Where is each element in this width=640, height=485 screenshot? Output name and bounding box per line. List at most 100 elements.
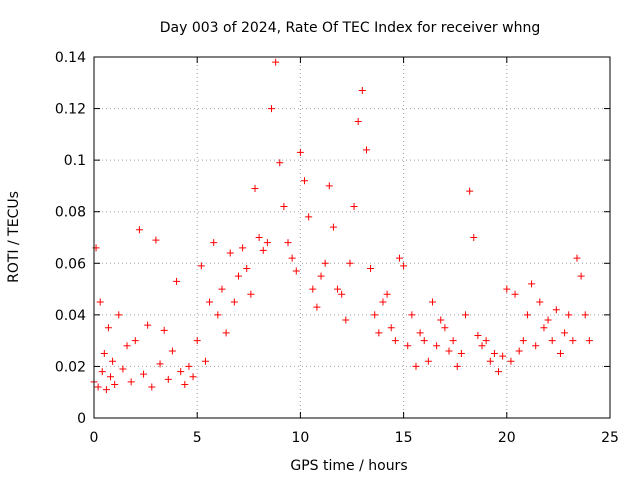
data-point [387,324,395,332]
data-point [104,324,112,332]
data-point [379,298,387,306]
data-point [424,357,432,365]
data-point [230,298,238,306]
data-point [532,342,540,350]
data-point [416,329,424,337]
data-point [528,280,536,288]
data-point [395,254,403,262]
data-point [585,337,593,345]
data-point [152,236,160,244]
x-axis-label: GPS time / hours [290,458,407,474]
data-point [445,347,453,355]
data-point [515,347,523,355]
data-point [135,226,143,234]
data-point [164,375,172,383]
grid-lines [94,57,610,418]
data-point [495,368,503,376]
data-point [317,272,325,280]
data-point [482,337,490,345]
data-point [338,290,346,298]
data-point [189,373,197,381]
data-point [206,298,214,306]
data-point [156,360,164,368]
data-point [556,350,564,358]
data-point [144,321,152,329]
data-point [268,105,276,113]
y-tick-label: 0.02 [55,359,86,375]
data-point [123,342,131,350]
data-point [519,337,527,345]
data-point [301,177,309,185]
x-tick-label: 20 [498,430,516,446]
y-tick-label: 0.1 [64,153,86,169]
data-point [375,329,383,337]
data-point [272,58,280,66]
y-tick-label: 0.12 [55,102,86,118]
data-point [201,357,209,365]
data-point [428,298,436,306]
data-point [296,148,304,156]
data-point [276,159,284,167]
data-point [292,267,300,275]
data-point [569,337,577,345]
data-point [127,378,135,386]
chart-title: Day 003 of 2024, Rate Of TEC Index for r… [160,20,540,36]
data-point [367,264,375,272]
data-point [362,146,370,154]
data-point [181,380,189,388]
data-point [185,362,193,370]
data-point [177,368,185,376]
data-point [503,285,511,293]
x-tick-label: 10 [291,430,309,446]
data-point [280,203,288,211]
data-point [263,239,271,247]
data-point [346,259,354,267]
data-point [288,254,296,262]
y-axis-label: ROTI / TECUs [6,191,22,283]
data-point [490,350,498,358]
axis-ticks: 0 5 10 15 20 25 0 0.02 0.04 0.06 0.08 0.1 0.12 0.14 [55,50,619,446]
data-point [313,303,321,311]
data-point [511,290,519,298]
data-point [565,311,573,319]
data-point [371,311,379,319]
x-tick-label: 5 [193,430,202,446]
data-point [325,182,333,190]
data-point [214,311,222,319]
data-point [115,311,123,319]
data-point [100,350,108,358]
data-point [354,117,362,125]
data-point [350,203,358,211]
data-point [581,311,589,319]
data-point [247,290,255,298]
data-point [466,187,474,195]
data-point [457,350,465,358]
data-point [98,368,106,376]
data-point [478,342,486,350]
data-point [334,285,342,293]
data-point [470,234,478,241]
data-point [102,386,110,394]
data-point [561,329,569,337]
data-point [577,272,585,280]
data-point [499,352,507,360]
data-point [210,239,218,247]
x-tick-label: 25 [601,430,619,446]
data-point [243,264,251,272]
y-tick-label: 0.14 [55,50,86,66]
data-point [284,239,292,247]
data-point [239,244,247,252]
data-point [119,365,127,373]
data-point [548,337,556,345]
data-point [131,337,139,345]
data-point [486,357,494,365]
y-tick-label: 0 [77,411,86,427]
data-point [160,326,168,334]
data-point [552,306,560,314]
x-tick-label: 0 [90,430,99,446]
data-point [148,383,156,391]
data-point [218,285,226,293]
